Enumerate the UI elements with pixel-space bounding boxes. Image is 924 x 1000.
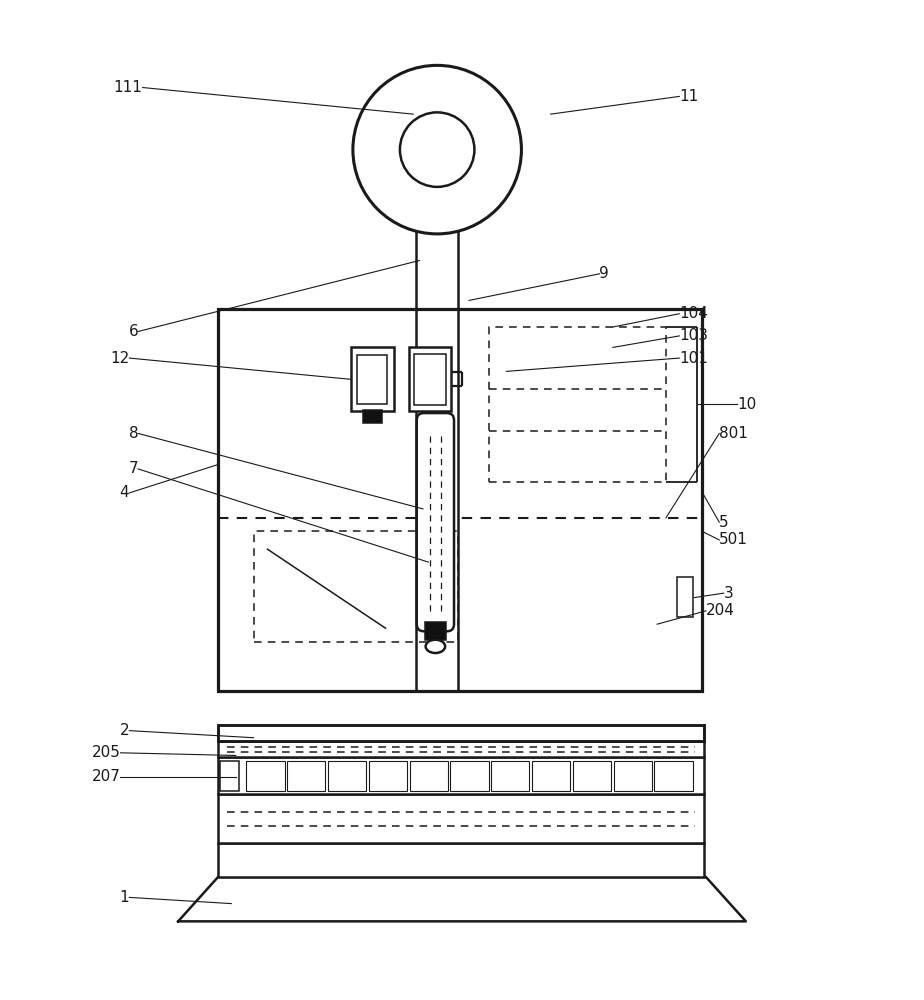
Text: 205: 205: [91, 745, 120, 760]
Bar: [489, 327, 666, 482]
Text: 801: 801: [719, 426, 748, 441]
Bar: [676, 577, 693, 617]
Bar: [369, 761, 407, 791]
Text: 6: 6: [128, 324, 139, 339]
Text: 207: 207: [91, 769, 120, 784]
Bar: [573, 761, 611, 791]
Text: 12: 12: [110, 351, 129, 366]
Bar: [253, 531, 457, 642]
Bar: [654, 761, 693, 791]
Bar: [218, 309, 701, 691]
Bar: [218, 725, 704, 741]
Bar: [532, 761, 570, 791]
Bar: [408, 347, 451, 411]
Text: 10: 10: [737, 397, 756, 412]
Text: 7: 7: [128, 461, 139, 476]
Text: 11: 11: [679, 89, 699, 104]
Bar: [614, 761, 651, 791]
Text: 1: 1: [120, 890, 129, 905]
Bar: [218, 794, 704, 843]
Text: 501: 501: [719, 532, 748, 547]
Bar: [425, 622, 446, 640]
Bar: [328, 761, 366, 791]
Text: 3: 3: [723, 586, 734, 601]
Text: 204: 204: [706, 603, 735, 618]
Bar: [409, 761, 448, 791]
Text: 111: 111: [114, 80, 142, 95]
Bar: [351, 347, 394, 411]
Bar: [287, 761, 325, 791]
Text: 103: 103: [679, 328, 709, 343]
Bar: [451, 761, 489, 791]
Polygon shape: [178, 877, 746, 921]
Ellipse shape: [426, 640, 445, 653]
Circle shape: [400, 112, 474, 187]
Bar: [414, 354, 446, 405]
Text: 5: 5: [719, 515, 729, 530]
Bar: [247, 761, 285, 791]
Circle shape: [353, 65, 521, 234]
Text: 8: 8: [128, 426, 139, 441]
Bar: [362, 410, 383, 423]
Bar: [218, 843, 704, 877]
Text: 4: 4: [120, 485, 129, 500]
Text: 2: 2: [120, 723, 129, 738]
Bar: [218, 757, 704, 794]
Bar: [358, 355, 387, 404]
FancyBboxPatch shape: [417, 413, 454, 631]
Text: 104: 104: [679, 306, 708, 321]
Text: 9: 9: [600, 266, 609, 281]
Bar: [492, 761, 529, 791]
Text: 101: 101: [679, 351, 708, 366]
Bar: [220, 761, 239, 791]
Bar: [218, 741, 704, 757]
